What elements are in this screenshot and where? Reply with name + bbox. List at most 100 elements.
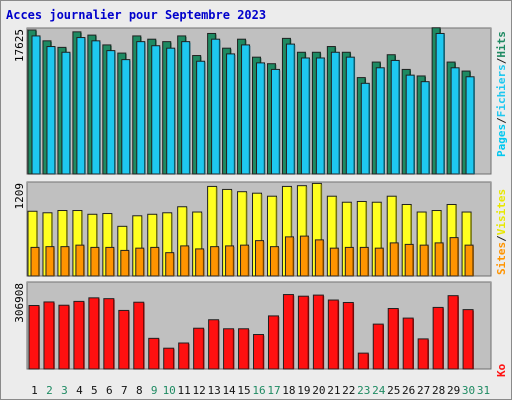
bar-files-day-25 (390, 59, 400, 175)
bar-kb-day-18 (282, 294, 294, 370)
legend-pages-files-hits-part: Pages (495, 124, 508, 157)
bar-kb-day-28 (432, 306, 444, 370)
legend-pages-files-hits-part: / (495, 117, 508, 124)
y-max-label: 1209 (13, 183, 26, 210)
day-label-24: 24 (372, 384, 386, 397)
bar-files-day-19 (300, 57, 310, 175)
bar-files-day-3 (61, 51, 71, 175)
day-label-9: 9 (151, 384, 158, 397)
bar-kb-day-25 (387, 308, 399, 370)
bar-sites-day-2 (45, 246, 55, 277)
bar-kb-day-10 (163, 347, 175, 370)
bar-files-day-10 (166, 47, 176, 175)
bar-files-day-5 (91, 40, 101, 175)
bar-files-day-24 (375, 67, 385, 175)
bar-sites-day-26 (404, 243, 414, 277)
legend-sites-visits: Sites/Visites (495, 189, 508, 275)
bars-visits-sites (27, 182, 474, 277)
bar-sites-day-13 (210, 246, 220, 277)
bar-sites-day-4 (75, 244, 85, 277)
bar-sites-day-18 (284, 236, 294, 277)
day-label-20: 20 (312, 384, 325, 397)
bar-sites-day-20 (314, 239, 324, 277)
bar-files-day-17 (270, 68, 280, 175)
bar-kb-day-21 (327, 299, 339, 370)
bar-kb-day-5 (88, 297, 100, 370)
bar-files-day-21 (330, 51, 340, 175)
bar-files-day-1 (31, 35, 41, 175)
bar-kb-day-11 (178, 342, 190, 370)
legend-pages-files-hits: Pages/Fichiers/Hits (495, 31, 508, 157)
legend-sites-visits-part: / (495, 235, 508, 242)
bar-sites-day-25 (389, 242, 399, 277)
bar-sites-day-23 (359, 246, 369, 277)
day-label-15: 15 (237, 384, 250, 397)
bar-sites-day-19 (299, 235, 309, 277)
x-axis-day-labels: 1 2 3 4 5 6 7 8 9 10 11 12 13 14 15 16 17 18 19 20 21 22 23 24 2… (31, 384, 490, 397)
bar-kb-day-13 (208, 319, 220, 370)
bar-kb-day-6 (103, 298, 115, 370)
bar-kb-day-2 (43, 301, 55, 370)
bar-sites-day-28 (434, 242, 444, 277)
bar-files-day-26 (405, 74, 415, 175)
bar-sites-day-11 (180, 245, 190, 277)
day-label-28: 28 (432, 384, 445, 397)
bar-sites-day-9 (150, 246, 160, 277)
bar-files-day-9 (151, 45, 161, 175)
bar-kb-day-14 (223, 328, 235, 370)
bar-kb-day-23 (357, 352, 369, 370)
bar-files-day-13 (211, 38, 221, 175)
legend-pages-files-hits-part: / (495, 57, 508, 64)
day-label-19: 19 (297, 384, 310, 397)
bar-sites-day-5 (90, 246, 100, 277)
bar-files-day-8 (136, 41, 146, 175)
y-max-label: 306908 (13, 283, 26, 323)
bar-files-day-6 (106, 50, 116, 175)
bar-files-day-7 (121, 59, 131, 175)
day-label-26: 26 (402, 384, 415, 397)
bar-files-day-23 (360, 82, 370, 175)
bar-files-day-30 (465, 76, 475, 175)
bar-sites-day-17 (269, 246, 279, 277)
bar-kb-day-8 (133, 301, 145, 370)
bar-sites-day-14 (225, 245, 235, 277)
bar-files-day-20 (315, 57, 325, 175)
bar-files-day-16 (256, 62, 266, 175)
bar-kb-day-9 (148, 337, 160, 370)
day-label-11: 11 (178, 384, 191, 397)
bar-files-day-14 (226, 53, 236, 175)
bar-kb-day-3 (58, 304, 70, 370)
bar-kb-day-17 (267, 315, 279, 370)
bar-kb-day-22 (342, 301, 354, 370)
day-label-13: 13 (207, 384, 220, 397)
day-label-4: 4 (76, 384, 83, 397)
bar-sites-day-6 (105, 246, 115, 277)
bar-kb-day-15 (238, 328, 250, 370)
bar-sites-day-7 (120, 249, 130, 277)
bar-files-day-18 (285, 43, 295, 175)
day-label-16: 16 (252, 384, 265, 397)
y-max-label: 17625 (13, 29, 26, 62)
bar-files-day-15 (241, 44, 251, 175)
bar-files-day-29 (450, 67, 460, 175)
day-label-27: 27 (417, 384, 430, 397)
day-label-3: 3 (61, 384, 68, 397)
bar-sites-day-27 (419, 244, 429, 277)
bar-kb-day-29 (447, 295, 459, 370)
bar-kb-day-12 (193, 327, 205, 370)
bar-kb-day-4 (73, 300, 85, 370)
bar-kb-day-24 (372, 323, 384, 370)
bar-kb-day-27 (417, 338, 429, 370)
bar-files-day-11 (181, 41, 191, 175)
bar-sites-day-15 (240, 244, 250, 277)
bar-sites-day-10 (165, 252, 175, 277)
bar-sites-day-24 (374, 247, 384, 277)
day-label-8: 8 (136, 384, 143, 397)
bars-hits-files-pages (27, 27, 475, 175)
bar-files-day-12 (196, 60, 206, 175)
legend-pages-files-hits-part: Hits (495, 31, 508, 58)
day-label-23: 23 (357, 384, 370, 397)
bar-kb-day-26 (402, 317, 414, 370)
bar-files-day-2 (46, 46, 56, 175)
